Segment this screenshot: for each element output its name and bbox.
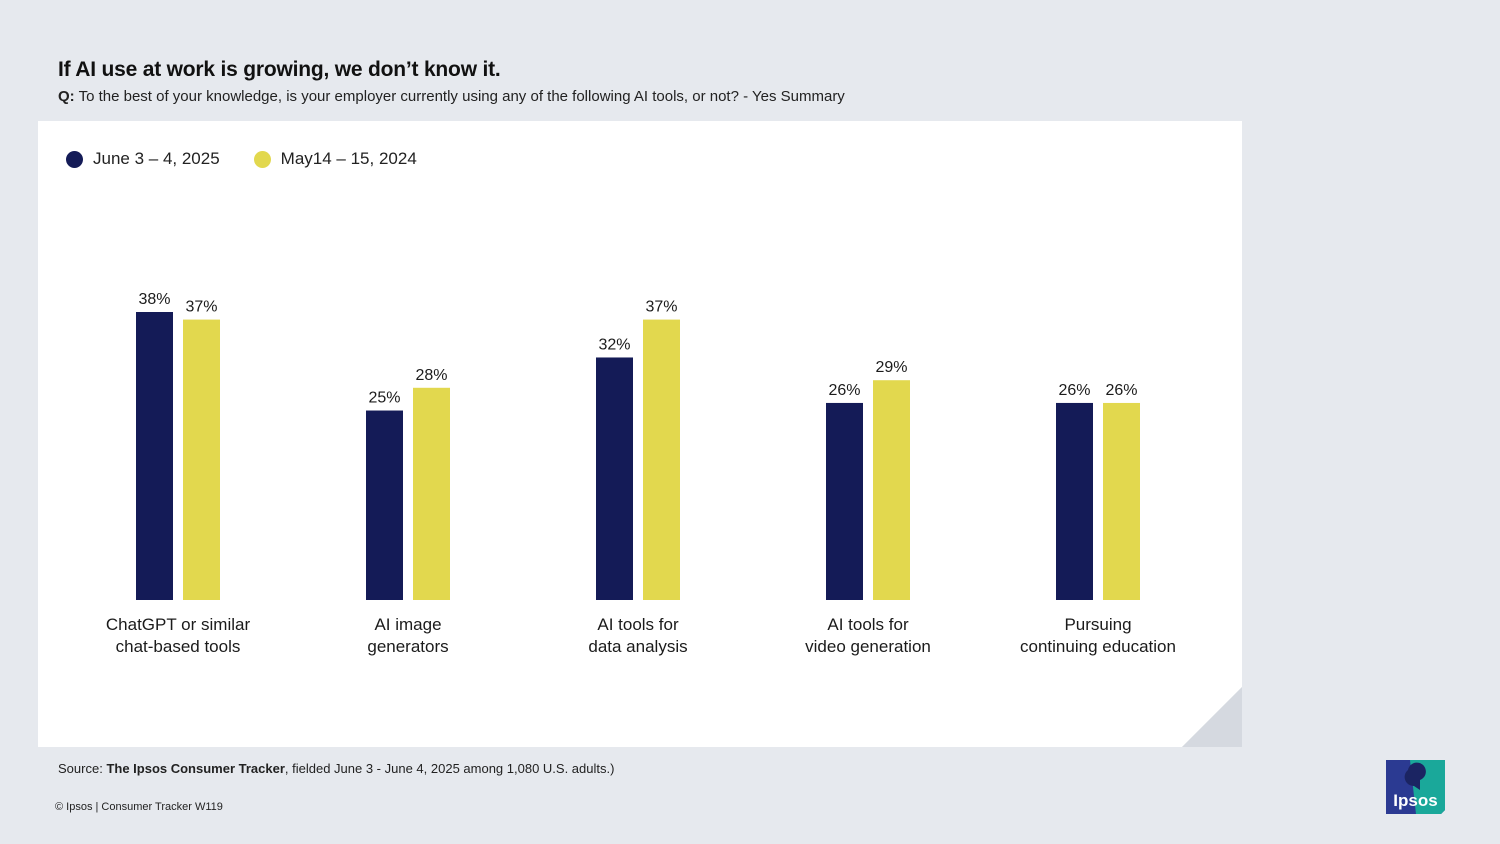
legend: June 3 – 4, 2025 May14 – 15, 2024 <box>66 149 417 169</box>
bar-chart: 38% 37% ChatGPT or similar chat-based tools… <box>106 291 1176 656</box>
question-text: To the best of your knowledge, is your e… <box>78 88 845 105</box>
bar-2025-4 <box>1056 402 1093 600</box>
bar-2024-3 <box>873 380 910 600</box>
legend-item-2025: June 3 – 4, 2025 <box>66 149 220 169</box>
bar-2024-1 <box>413 387 450 600</box>
card-background <box>38 121 1242 747</box>
category-label-0-line-1: chat-based tools <box>116 637 241 656</box>
source-note: Source: The Ipsos Consumer Tracker, fiel… <box>58 761 614 776</box>
data-label-2024-1: 28% <box>415 367 447 384</box>
source-prefix: Source: <box>58 761 103 776</box>
category-label-1-line-0: AI image <box>374 615 441 634</box>
category-label-4-line-1: continuing education <box>1020 637 1176 656</box>
logo-text: Ipsos <box>1393 791 1437 810</box>
bar-2024-2 <box>643 319 680 600</box>
category-label-2-line-0: AI tools for <box>597 615 679 634</box>
category-label-0-line-0: ChatGPT or similar <box>106 615 251 634</box>
data-label-2024-2: 37% <box>645 299 677 316</box>
question-prefix: Q: <box>58 88 75 105</box>
category-label-4-line-0: Pursuing <box>1064 615 1131 634</box>
category-label-2-line-1: data analysis <box>588 637 687 656</box>
legend-label-2025: June 3 – 4, 2025 <box>93 149 220 168</box>
bar-2025-1 <box>366 410 403 600</box>
source-name: The Ipsos Consumer Tracker <box>106 761 285 776</box>
copyright: © Ipsos | Consumer Tracker W119 <box>55 801 223 813</box>
legend-swatch-2024 <box>253 150 271 168</box>
bar-2024-4 <box>1103 402 1140 600</box>
category-label-3-line-0: AI tools for <box>827 615 909 634</box>
category-label-1-line-1: generators <box>367 637 448 656</box>
bar-2024-0 <box>183 319 220 600</box>
bar-2025-0 <box>136 312 173 600</box>
data-label-2025-4: 26% <box>1058 382 1090 399</box>
bar-2025-3 <box>826 402 863 600</box>
legend-swatch-2025 <box>66 150 83 168</box>
chart-title: If AI use at work is growing, we don’t k… <box>58 58 501 81</box>
data-label-2025-0: 38% <box>138 291 170 308</box>
ipsos-logo: Ipsos <box>1386 760 1445 814</box>
source-details: , fielded June 3 - June 4, 2025 among 1,… <box>284 761 615 776</box>
data-label-2025-3: 26% <box>828 382 860 399</box>
bar-2025-2 <box>596 357 633 600</box>
data-label-2024-4: 26% <box>1105 382 1137 399</box>
data-label-2024-0: 37% <box>185 299 217 316</box>
data-label-2024-3: 29% <box>875 359 907 376</box>
category-label-3-line-1: video generation <box>805 637 931 656</box>
survey-question: Q: To the best of your knowledge, is you… <box>58 88 845 105</box>
data-label-2025-1: 25% <box>368 390 400 407</box>
legend-label-2024: May14 – 15, 2024 <box>280 149 417 168</box>
chart-card: June 3 – 4, 2025 May14 – 15, 2024 38% 37%… <box>38 121 1242 747</box>
data-label-2025-2: 32% <box>598 336 630 353</box>
legend-item-2024: May14 – 15, 2024 <box>253 149 417 169</box>
